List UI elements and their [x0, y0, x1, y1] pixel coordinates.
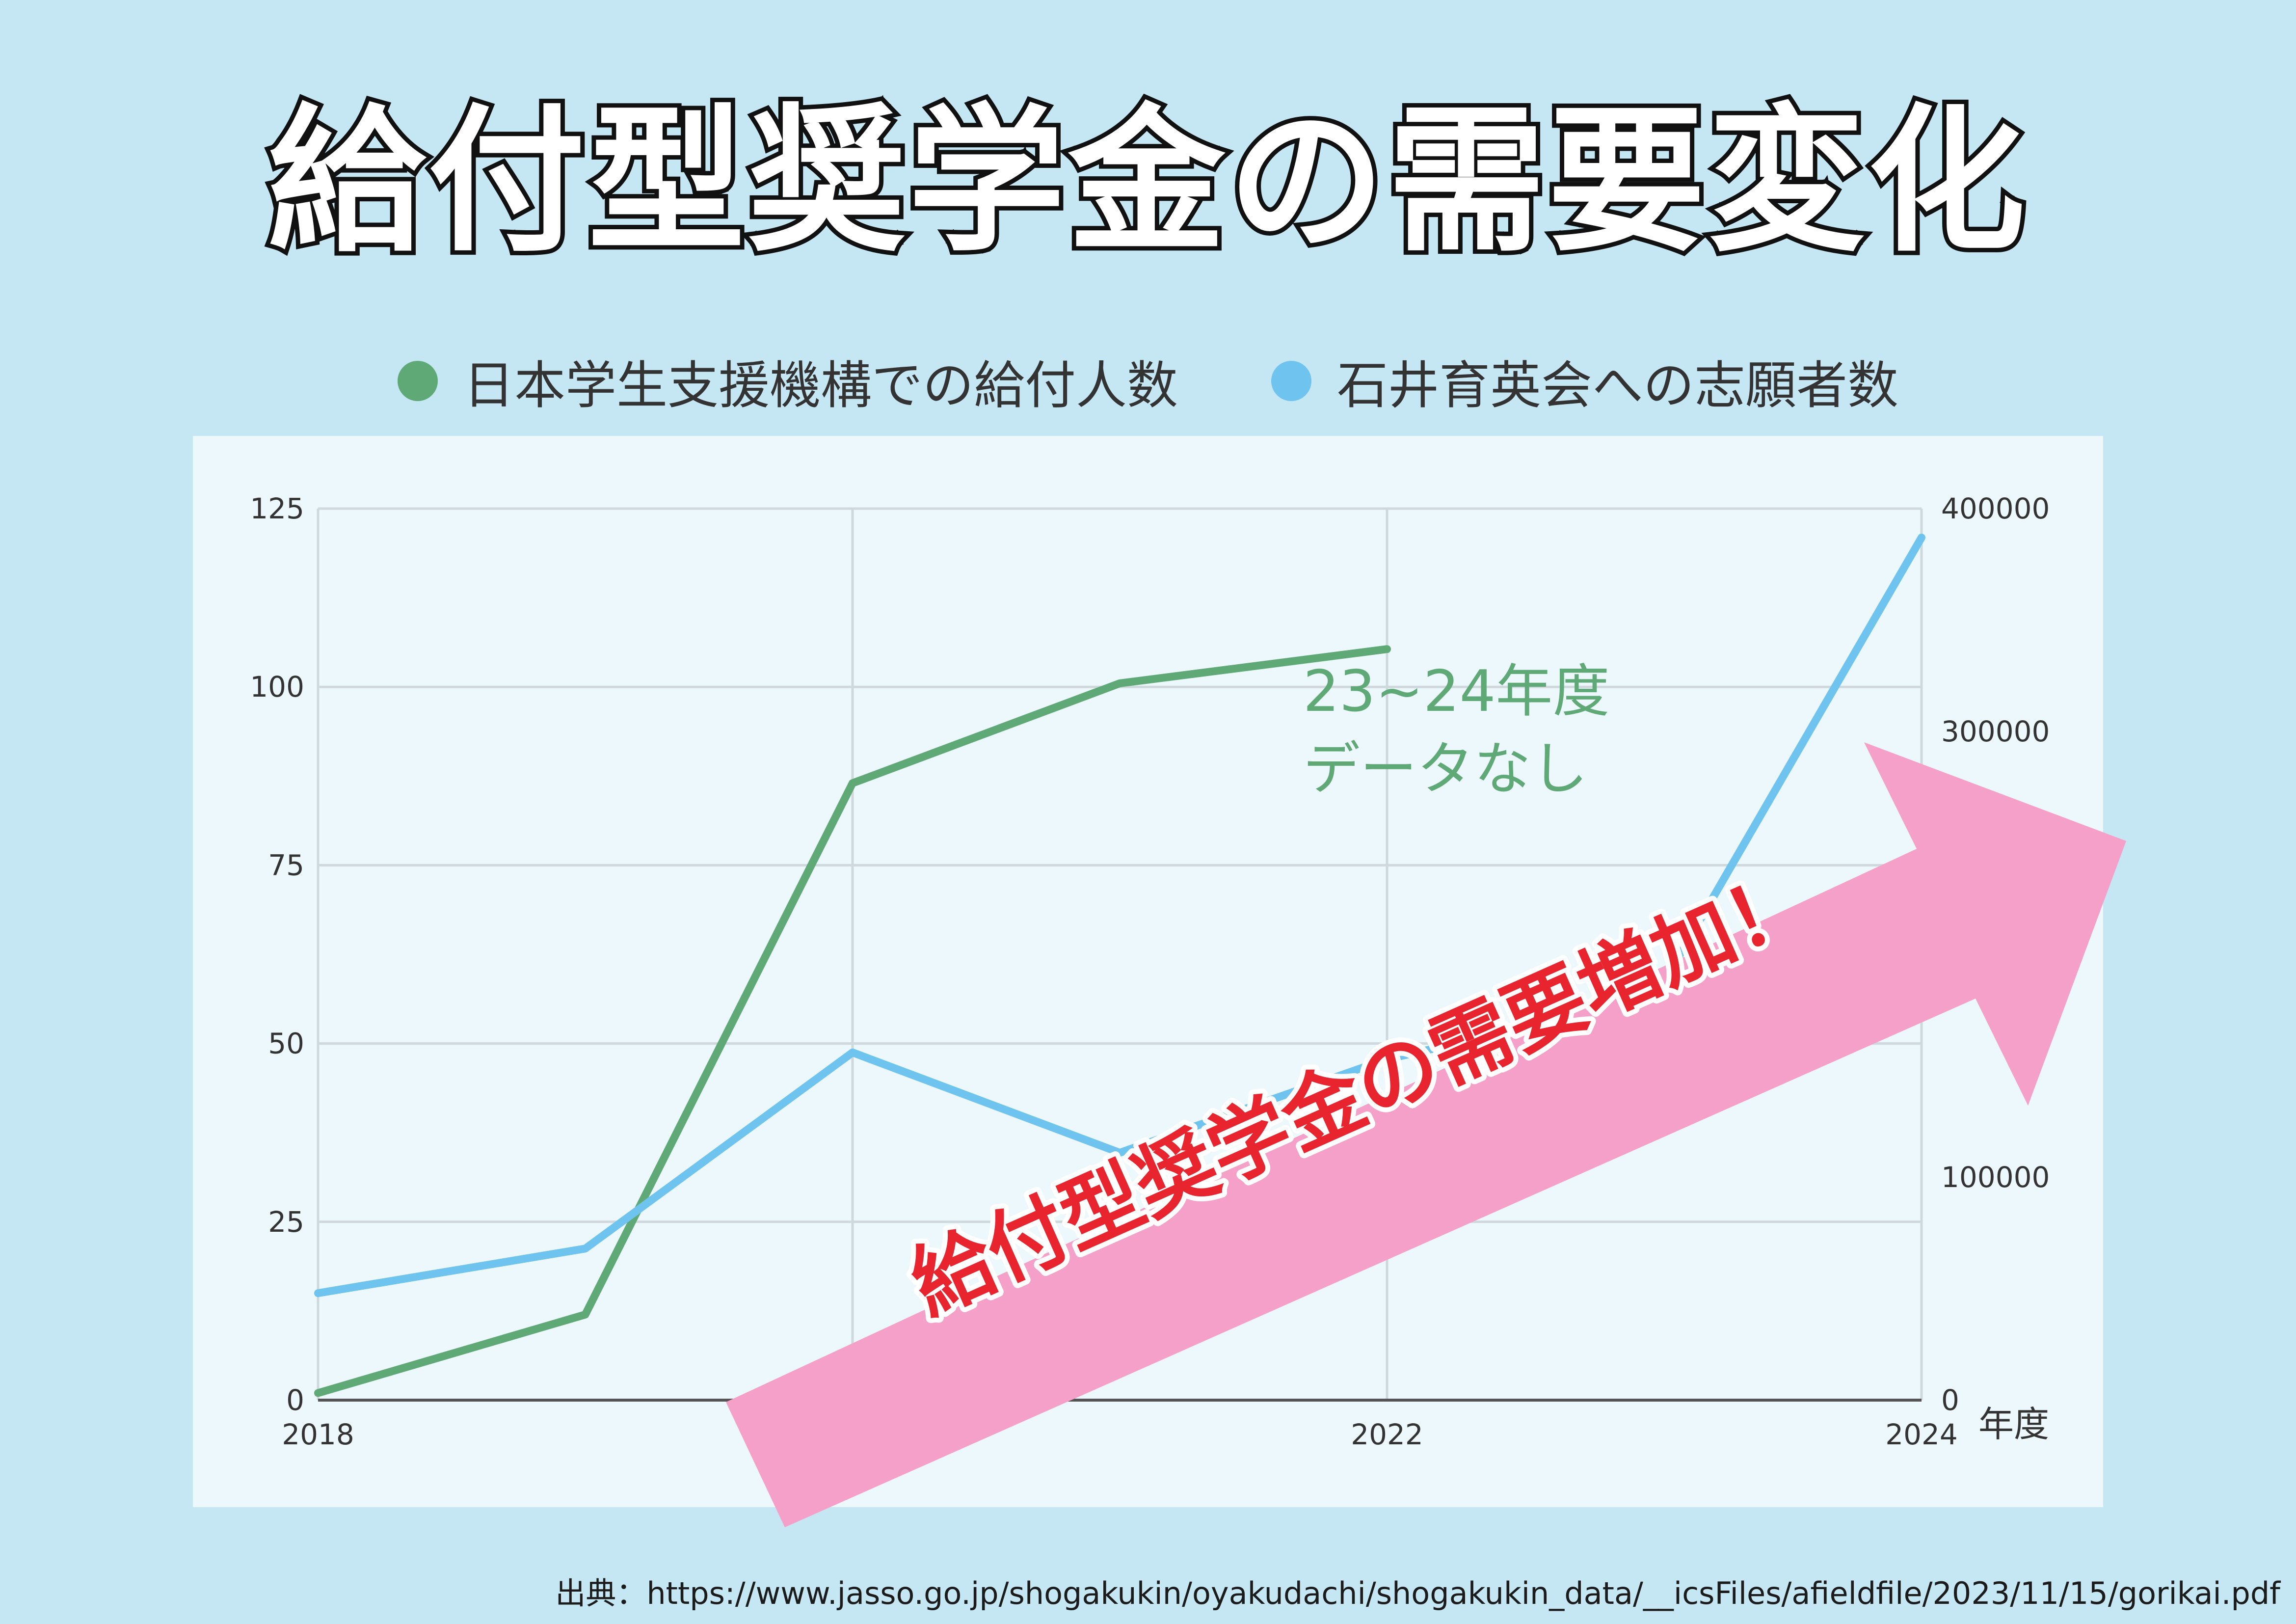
legend-item-ishii: 石井育英会への志願者数	[1271, 344, 1898, 418]
y-right-tick-label: 0	[1941, 1383, 1959, 1417]
x-tick-label: 2024	[1885, 1418, 1958, 1451]
y-right-tick-label: 100000	[1941, 1161, 2050, 1194]
no-data-annotation-line1: 23~24年度	[1303, 658, 1609, 725]
no-data-annotation-line2: データなし	[1303, 736, 1588, 802]
y-left-tick-label: 125	[250, 492, 304, 525]
x-tick-label: 2018	[282, 1418, 354, 1451]
y-right-tick-label: 300000	[1941, 715, 2050, 748]
y-left-tick-label: 50	[268, 1027, 304, 1060]
source-citation: 出典：https://www.jasso.go.jp/shogakukin/oy…	[555, 1575, 2280, 1611]
legend-label-ishii: 石井育英会への志願者数	[1337, 355, 1899, 415]
chart-title: 給付型奨学金の需要変化	[264, 90, 2029, 273]
chart-legend: 日本学生支援機構での給付人数 石井育英会への志願者数	[0, 344, 2296, 418]
y-right-tick-label: 400000	[1941, 492, 2050, 525]
line-chart: 0 25 50 75 100 125 0 100000 300000 400000 2018 2022…	[250, 492, 2050, 1451]
legend-dot-jasso	[397, 360, 438, 401]
x-axis-unit-label: 年度	[1978, 1404, 2049, 1445]
y-left-tick-label: 75	[268, 848, 304, 882]
legend-dot-ishii	[1271, 360, 1311, 401]
y-left-tick-label: 0	[286, 1383, 304, 1417]
y-left-tick-label: 25	[268, 1205, 304, 1239]
legend-label-jasso: 日本学生支援機構での給付人数	[463, 355, 1178, 415]
y-left-tick-label: 100	[250, 670, 304, 704]
chart-panel: 0 25 50 75 100 125 0 100000 300000 400000 2018 2022…	[193, 436, 2103, 1507]
series-line-ishii	[314, 534, 1925, 1298]
legend-item-jasso: 日本学生支援機構での給付人数	[397, 344, 1178, 418]
x-tick-label: 2022	[1351, 1418, 1423, 1451]
tick-labels: 0 25 50 75 100 125 0 100000 300000 400000 2018 2022…	[250, 492, 2050, 1451]
series-lines	[314, 534, 1925, 1397]
